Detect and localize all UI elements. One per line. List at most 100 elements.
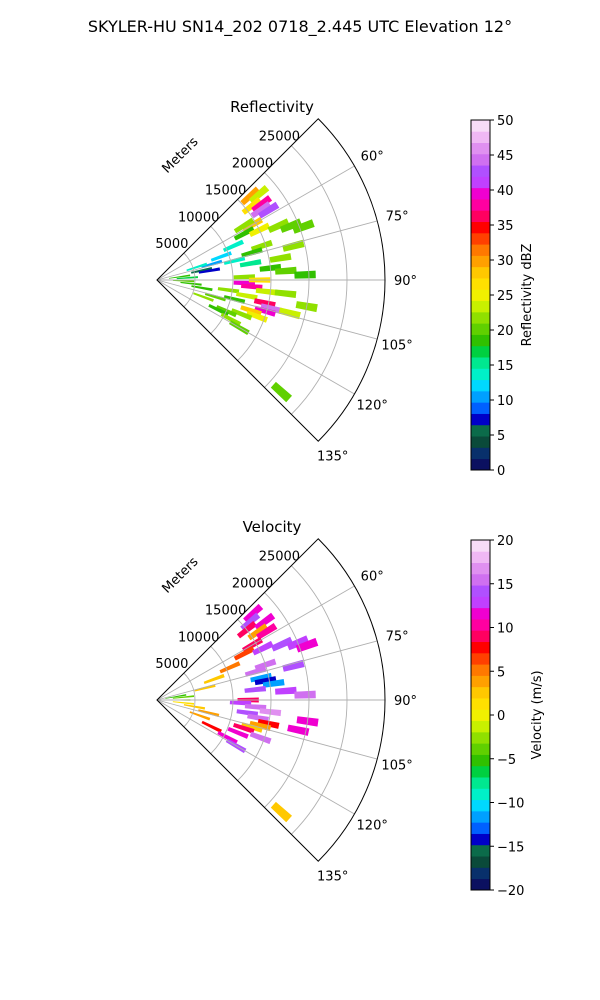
velocity-colorbar-tick-label: 20 (497, 534, 514, 549)
velocity-cell (203, 673, 225, 684)
reflectivity-cell (169, 274, 191, 279)
reflectivity-colorbar-tick-label: 35 (497, 219, 514, 234)
velocity-azimuth-tick-label: 75° (386, 630, 409, 645)
velocity-azimuth-tick-label: 105° (381, 758, 412, 773)
reflectivity-cell (240, 186, 261, 206)
reflectivity-cell (274, 289, 297, 298)
velocity-colorbar-tick-label: −15 (497, 840, 524, 855)
reflectivity-cell (236, 292, 258, 301)
reflectivity-cell (186, 262, 208, 272)
velocity-radial-tick-label: 5000 (155, 657, 188, 672)
velocity-cell (227, 727, 249, 739)
reflectivity-colorbar-segment (471, 447, 490, 460)
reflectivity-colorbar-segment (471, 345, 490, 358)
reflectivity-radial-tick-label: 25000 (259, 130, 300, 145)
reflectivity-sector-frame (156, 118, 386, 442)
reflectivity-cell (239, 259, 262, 268)
velocity-colorbar-segment (471, 777, 490, 789)
reflectivity-cell (201, 259, 223, 269)
reflectivity-cell (255, 288, 278, 296)
velocity-colorbar-segment (471, 675, 490, 688)
reflectivity-panel: Reflectivity 5000 10000 15000 20000 25000 60°… (155, 98, 417, 465)
velocity-cell (172, 701, 195, 705)
reflectivity-colorbar-ticks: 0 5 10 15 20 25 30 35 40 45 50 (490, 114, 514, 479)
reflectivity-title: Reflectivity (230, 98, 314, 116)
reflectivity-colorbar-tick-label: 50 (497, 114, 514, 129)
velocity-colorbar-segment (471, 664, 490, 676)
reflectivity-cell (230, 308, 253, 321)
velocity-azimuth-tick-label: 60° (361, 570, 384, 585)
velocity-colorbar-segment (471, 698, 490, 710)
velocity-colorbar-segment (471, 630, 490, 643)
reflectivity-cell (220, 312, 242, 327)
velocity-colorbar-segment (471, 743, 490, 755)
reflectivity-cell (180, 281, 202, 286)
velocity-colorbar-tick-label: −10 (497, 797, 524, 812)
velocity-cell (275, 686, 297, 695)
reflectivity-colorbar-segment (471, 289, 490, 302)
reflectivity-cell (172, 280, 195, 283)
reflectivity-colorbar-tick-label: 45 (497, 149, 514, 164)
velocity-azimuth-tick-label: 120° (357, 818, 388, 833)
velocity-cell (172, 695, 195, 699)
velocity-colorbar-segment (471, 788, 490, 801)
velocity-azimuth-tick-label: 90° (394, 694, 417, 709)
velocity-colorbar-segment (471, 607, 490, 620)
reflectivity-colorbar-segment (471, 153, 490, 166)
velocity-colorbar-segment (471, 562, 490, 575)
reflectivity-colorbar-label: Reflectivity dBZ (520, 244, 535, 347)
reflectivity-colorbar-segment (471, 199, 490, 211)
reflectivity-colorbar-segment (471, 232, 490, 245)
velocity-cell (219, 661, 241, 674)
reflectivity-azimuth-tick-label: 105° (381, 338, 412, 353)
velocity-radial-axis-label: Meters (160, 554, 202, 596)
velocity-colorbar-segment (471, 833, 490, 846)
velocity-azimuth-gridline (156, 699, 378, 760)
velocity-colorbar-segment (471, 686, 490, 699)
reflectivity-colorbar-segment (471, 379, 490, 392)
velocity-colorbar-tick-label: 5 (497, 665, 505, 680)
velocity-colorbar-segment (471, 540, 490, 552)
reflectivity-cell (269, 253, 292, 263)
reflectivity-radial-tick-label: 10000 (178, 210, 219, 225)
velocity-labels: 5000 10000 15000 20000 25000 60° 75° 90° 105° 120… (155, 550, 417, 885)
reflectivity-cell (233, 217, 255, 234)
reflectivity-colorbar-segment (471, 176, 490, 189)
velocity-sector-frame (156, 538, 386, 862)
velocity-radial-tick-label: 10000 (178, 630, 219, 645)
reflectivity-colorbar-segment (471, 221, 490, 234)
reflectivity-cell (198, 267, 221, 274)
reflectivity-cell (294, 270, 316, 279)
reflectivity-colorbar-segment (471, 402, 490, 414)
velocity-azimuth-gridline (156, 585, 355, 701)
velocity-cell (201, 720, 222, 733)
reflectivity-radial-tick-label: 20000 (232, 157, 273, 172)
reflectivity-cell (250, 239, 273, 252)
reflectivity-colorbar-segment (471, 131, 490, 143)
reflectivity-colorbar-cells (470, 119, 491, 471)
reflectivity-labels: 5000 10000 15000 20000 25000 60° 75° 90° 105° 120… (155, 130, 417, 465)
velocity-colorbar-segment (471, 652, 490, 665)
reflectivity-colorbar-tick-label: 20 (497, 324, 514, 339)
reflectivity-radial-axis-label: Meters (160, 134, 202, 176)
velocity-colorbar-label: Velocity (m/s) (530, 670, 545, 759)
velocity-radial-tick-label: 20000 (232, 577, 273, 592)
velocity-colorbar-segment (471, 754, 490, 767)
reflectivity-cell (210, 251, 232, 262)
velocity-colorbar-segment (471, 573, 490, 586)
velocity-cell (282, 659, 305, 672)
velocity-cell (250, 672, 272, 683)
velocity-cell (295, 637, 319, 653)
reflectivity-colorbar-segment (471, 323, 490, 335)
velocity-title: Velocity (243, 518, 302, 536)
velocity-azimuth-gridline (156, 640, 378, 701)
reflectivity-cell (292, 219, 315, 234)
reflectivity-colorbar-tick-label: 25 (497, 289, 514, 304)
reflectivity-colorbar-segment (471, 390, 490, 403)
velocity-colorbar: −20 −15 −10 −5 0 5 10 15 20 Velocity (m/s) (470, 534, 545, 899)
reflectivity-cell (193, 292, 214, 302)
velocity-colorbar-segment (471, 822, 490, 834)
velocity-colorbar-segment (471, 596, 490, 609)
velocity-cell (241, 722, 263, 733)
